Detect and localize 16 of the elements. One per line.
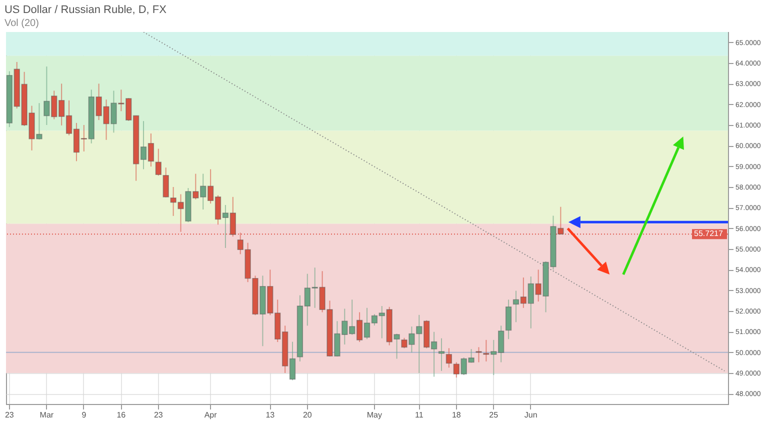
x-tick-label: 9 [82, 410, 87, 420]
x-tick-label: 23 [154, 410, 164, 420]
chart-title: US Dollar / Russian Ruble, D, FX [4, 4, 168, 16]
x-tick-label: 11 [414, 410, 424, 420]
x-tick-label: 23 [4, 410, 14, 420]
x-tick-label: Mar [40, 410, 54, 420]
chart-subtitle: Vol (20) [4, 18, 39, 29]
x-tick-label: Apr [204, 410, 218, 420]
x-tick-label: 25 [489, 410, 499, 420]
x-tick-label: 20 [302, 410, 312, 420]
x-tick-label: Jun [524, 410, 538, 420]
x-tick-label: 13 [266, 410, 276, 420]
ref-line-label: 55.7217 [694, 229, 724, 238]
x-tick-label: May [366, 410, 382, 420]
x-tick-label: 16 [116, 410, 126, 420]
x-tick-label: 18 [452, 410, 462, 420]
